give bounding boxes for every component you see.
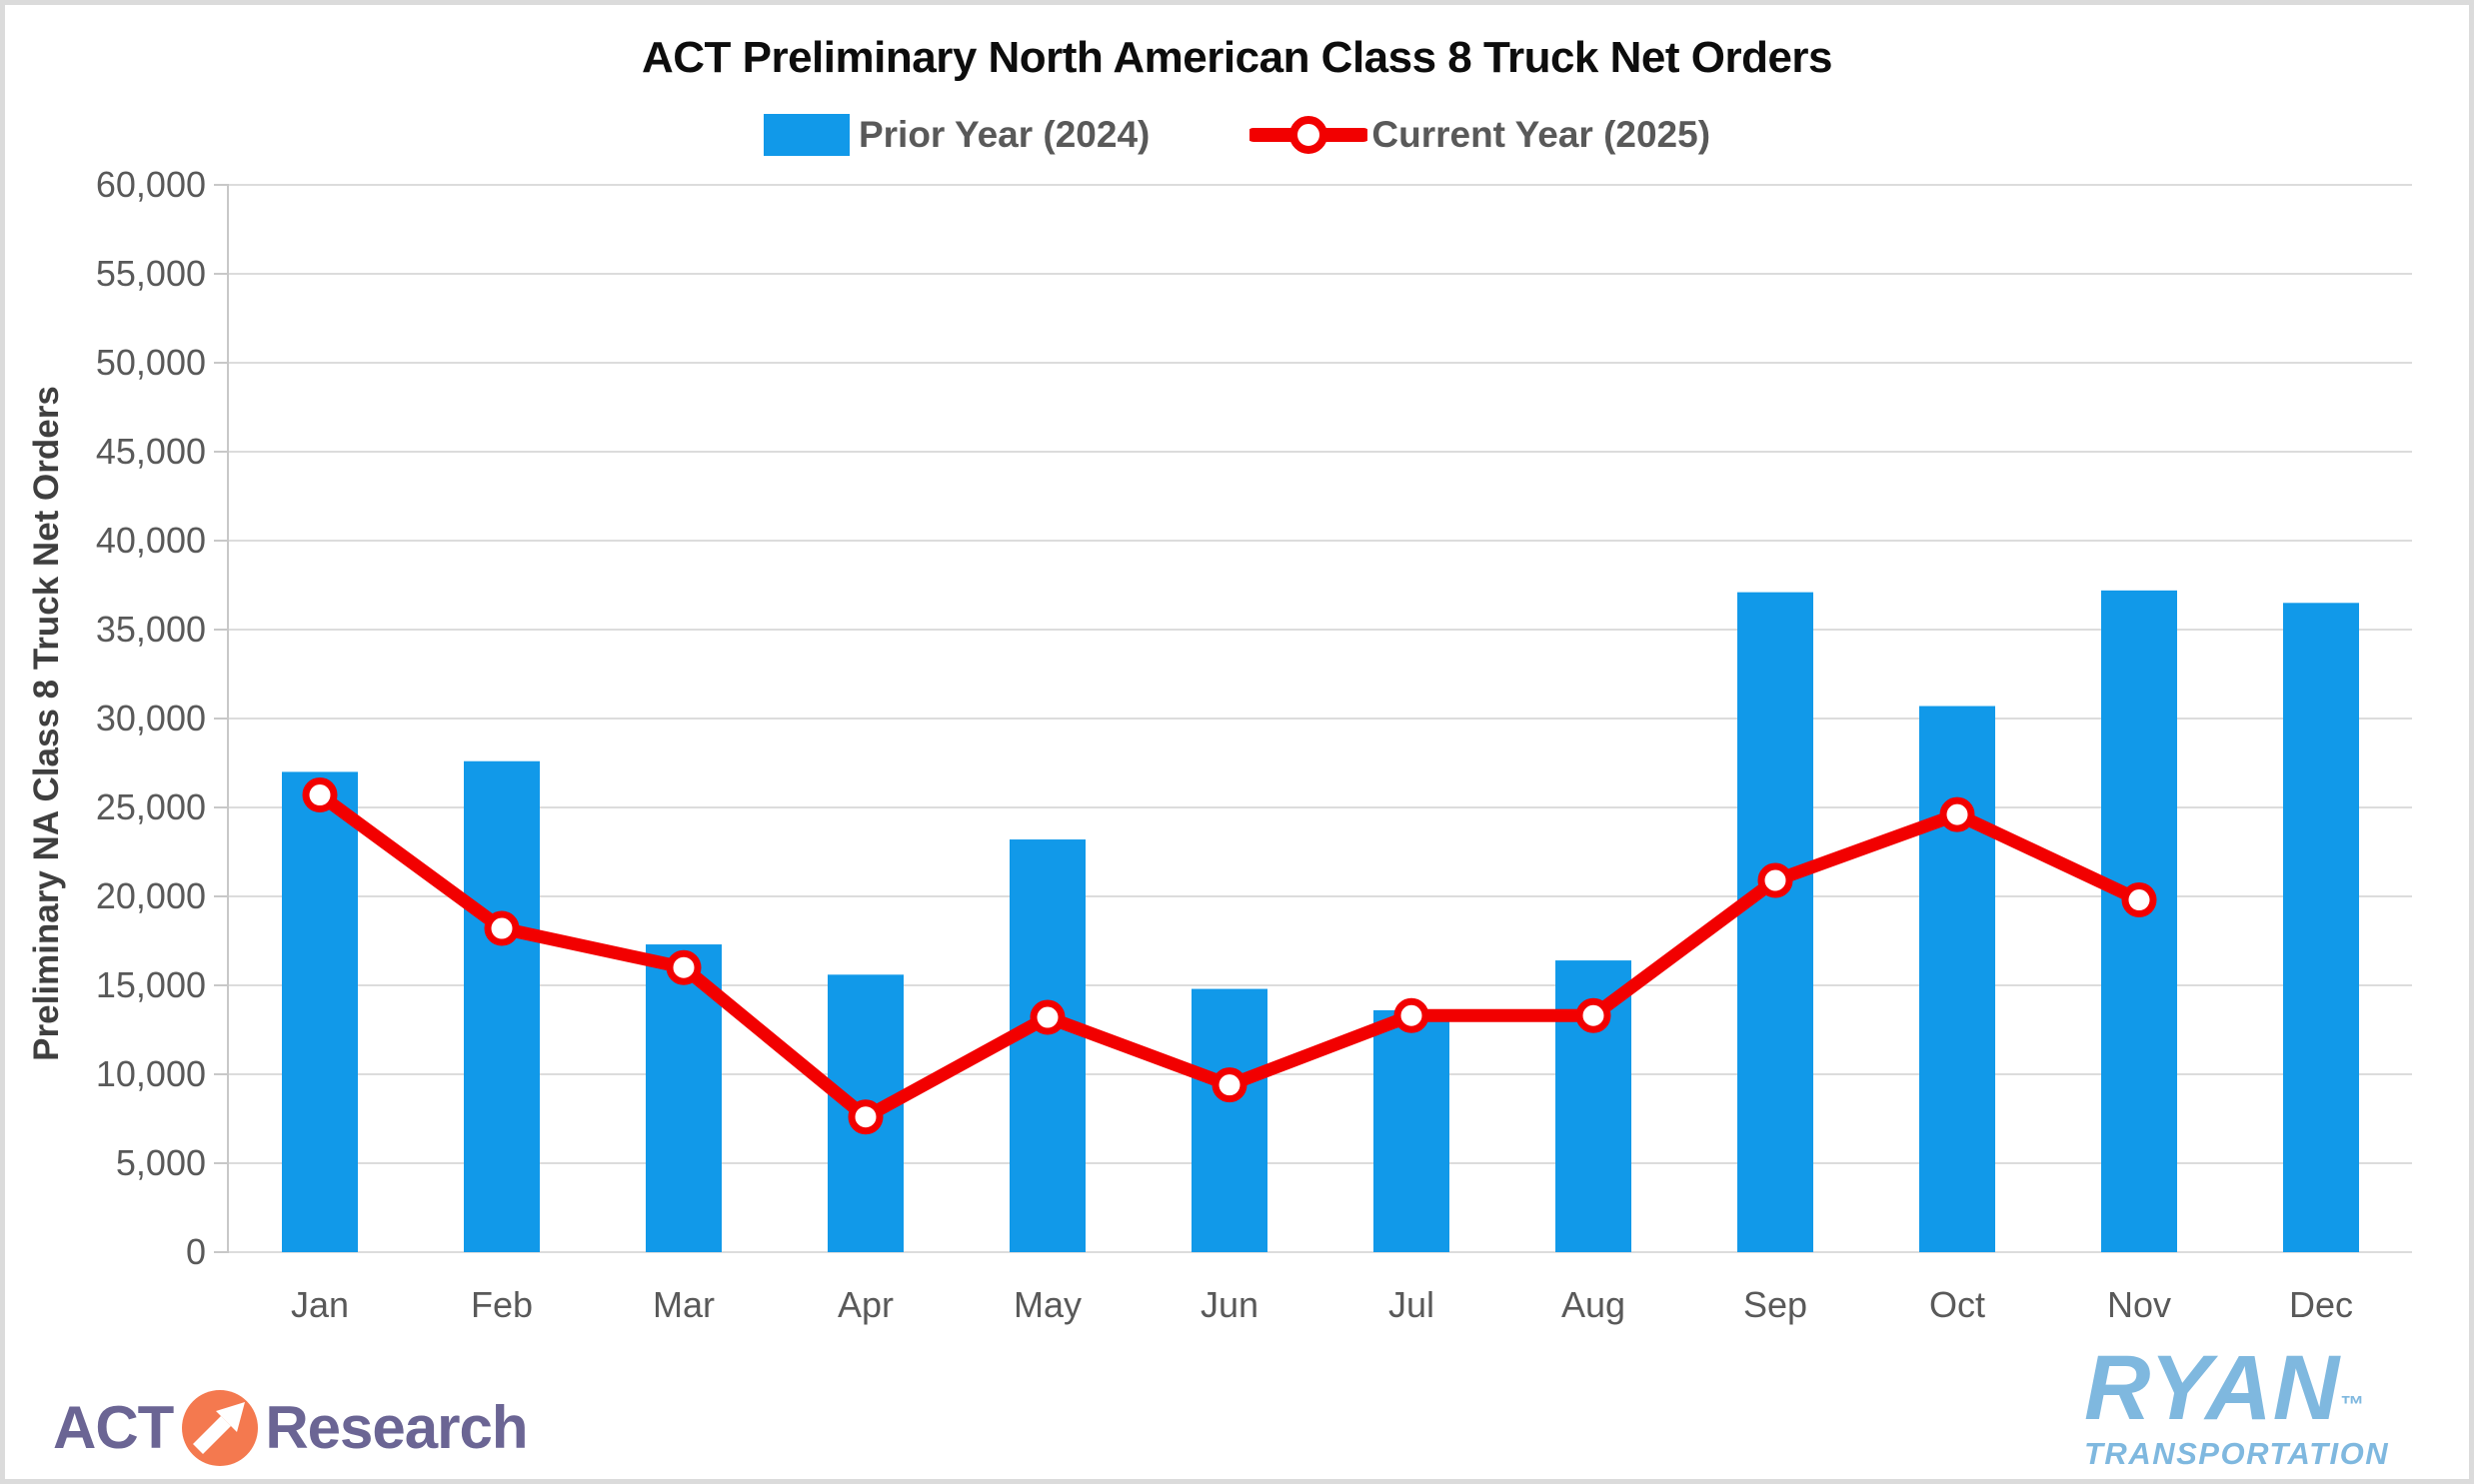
bar-jun: [1192, 988, 1267, 1252]
x-tick-label-dec: Dec: [2289, 1284, 2353, 1325]
legend: Prior Year (2024) Current Year (2025): [5, 109, 2469, 161]
data-marker-sep: [1757, 862, 1793, 898]
y-tick-label: 0: [186, 1231, 206, 1272]
y-tick-label: 45,000: [96, 431, 206, 472]
y-tick-label: 30,000: [96, 698, 206, 739]
ryan-logo-subtext: TRANSPORTATION: [2084, 1436, 2390, 1471]
arrow-up-right-icon: [182, 1390, 259, 1466]
act-research-logo: ACT Research: [53, 1387, 529, 1467]
ryan-logo-text: RYAN: [2084, 1337, 2341, 1439]
x-tick-label-mar: Mar: [653, 1284, 715, 1325]
x-tick-label-jul: Jul: [1388, 1284, 1434, 1325]
data-marker-may: [1030, 999, 1066, 1035]
trademark-symbol: ™: [2340, 1391, 2365, 1419]
ryan-transportation-logo: RYAN™ TRANSPORTATION: [2084, 1342, 2404, 1469]
x-tick-label-nov: Nov: [2107, 1284, 2171, 1325]
research-logo-text: Research: [265, 1393, 528, 1461]
y-tick-label: 20,000: [96, 875, 206, 916]
y-tick-label: 55,000: [96, 253, 206, 294]
data-marker-nov: [2121, 882, 2157, 918]
y-tick-label: 5,000: [116, 1142, 206, 1183]
x-tick-label-oct: Oct: [1929, 1284, 1985, 1325]
bar-jul: [1373, 1009, 1449, 1252]
prior-year-swatch: [763, 114, 850, 156]
data-marker-mar: [666, 949, 702, 985]
data-marker-aug: [1575, 997, 1611, 1033]
y-tick-label: 60,000: [96, 164, 206, 205]
legend-item-prior-year: Prior Year (2024): [763, 114, 1151, 156]
y-tick-label: 15,000: [96, 964, 206, 1005]
data-marker-jan: [302, 777, 338, 813]
bar-dec: [2283, 603, 2359, 1252]
data-marker-feb: [484, 910, 520, 946]
chart-title: ACT Preliminary North American Class 8 T…: [641, 33, 1833, 82]
prior-year-label: Prior Year (2024): [858, 114, 1151, 155]
y-tick-label: 40,000: [96, 520, 206, 561]
bar-nov: [2101, 590, 2177, 1252]
bar-jan: [282, 771, 358, 1252]
data-marker-jul: [1393, 997, 1429, 1033]
bar-sep: [1737, 592, 1813, 1252]
current-year-marker-icon: [1249, 116, 1368, 154]
y-tick-label: 35,000: [96, 609, 206, 650]
y-tick-label: 50,000: [96, 342, 206, 383]
x-tick-label-may: May: [1014, 1284, 1082, 1325]
data-marker-apr: [848, 1099, 884, 1135]
bar-may: [1010, 839, 1086, 1252]
current-year-label: Current Year (2025): [1371, 114, 1711, 155]
y-tick-label: 10,000: [96, 1053, 206, 1094]
x-tick-label-feb: Feb: [471, 1284, 533, 1325]
x-tick-label-sep: Sep: [1743, 1284, 1807, 1325]
data-marker-oct: [1939, 796, 1975, 832]
x-tick-label-jan: Jan: [291, 1284, 349, 1325]
x-tick-label-apr: Apr: [838, 1284, 894, 1325]
x-tick-label-aug: Aug: [1561, 1284, 1625, 1325]
act-logo-text: ACT: [53, 1393, 174, 1461]
data-marker-jun: [1212, 1067, 1247, 1103]
ryan-logo-line1: RYAN™: [2084, 1342, 2404, 1434]
bar-oct: [1919, 706, 1995, 1252]
legend-item-current-year: Current Year (2025): [1249, 111, 1710, 159]
bar-feb: [464, 760, 540, 1252]
y-tick-label: 25,000: [96, 786, 206, 827]
chart-canvas: 0 5,000 10,000 15,000 20,000 25,000 30,000 35,0…: [96, 164, 2412, 1325]
x-tick-label-jun: Jun: [1201, 1284, 1258, 1325]
